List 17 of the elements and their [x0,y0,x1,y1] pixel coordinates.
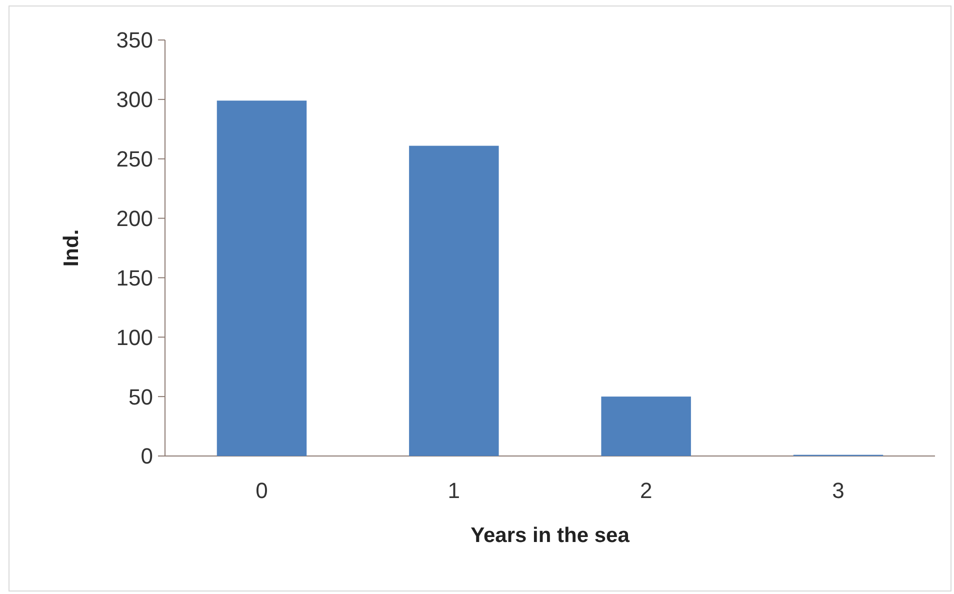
x-axis-title: Years in the sea [470,524,630,547]
y-tick-label: 300 [116,87,153,112]
y-axis-title: Ind. [60,229,83,267]
x-tick-label: 1 [448,478,460,503]
x-tick-label: 0 [256,478,268,503]
y-tick-label: 50 [128,384,153,410]
bar [216,100,307,456]
x-tick-label: 3 [832,478,844,503]
y-tick-label: 250 [116,146,153,172]
bar [601,396,691,456]
y-tick-label: 100 [116,324,153,350]
y-tick-label: 150 [116,265,153,290]
y-tick-label: 0 [140,444,153,469]
y-tick-label: 200 [116,206,153,231]
x-tick-label: 2 [640,478,652,503]
y-tick-label: 350 [116,28,153,53]
bar [409,146,499,456]
